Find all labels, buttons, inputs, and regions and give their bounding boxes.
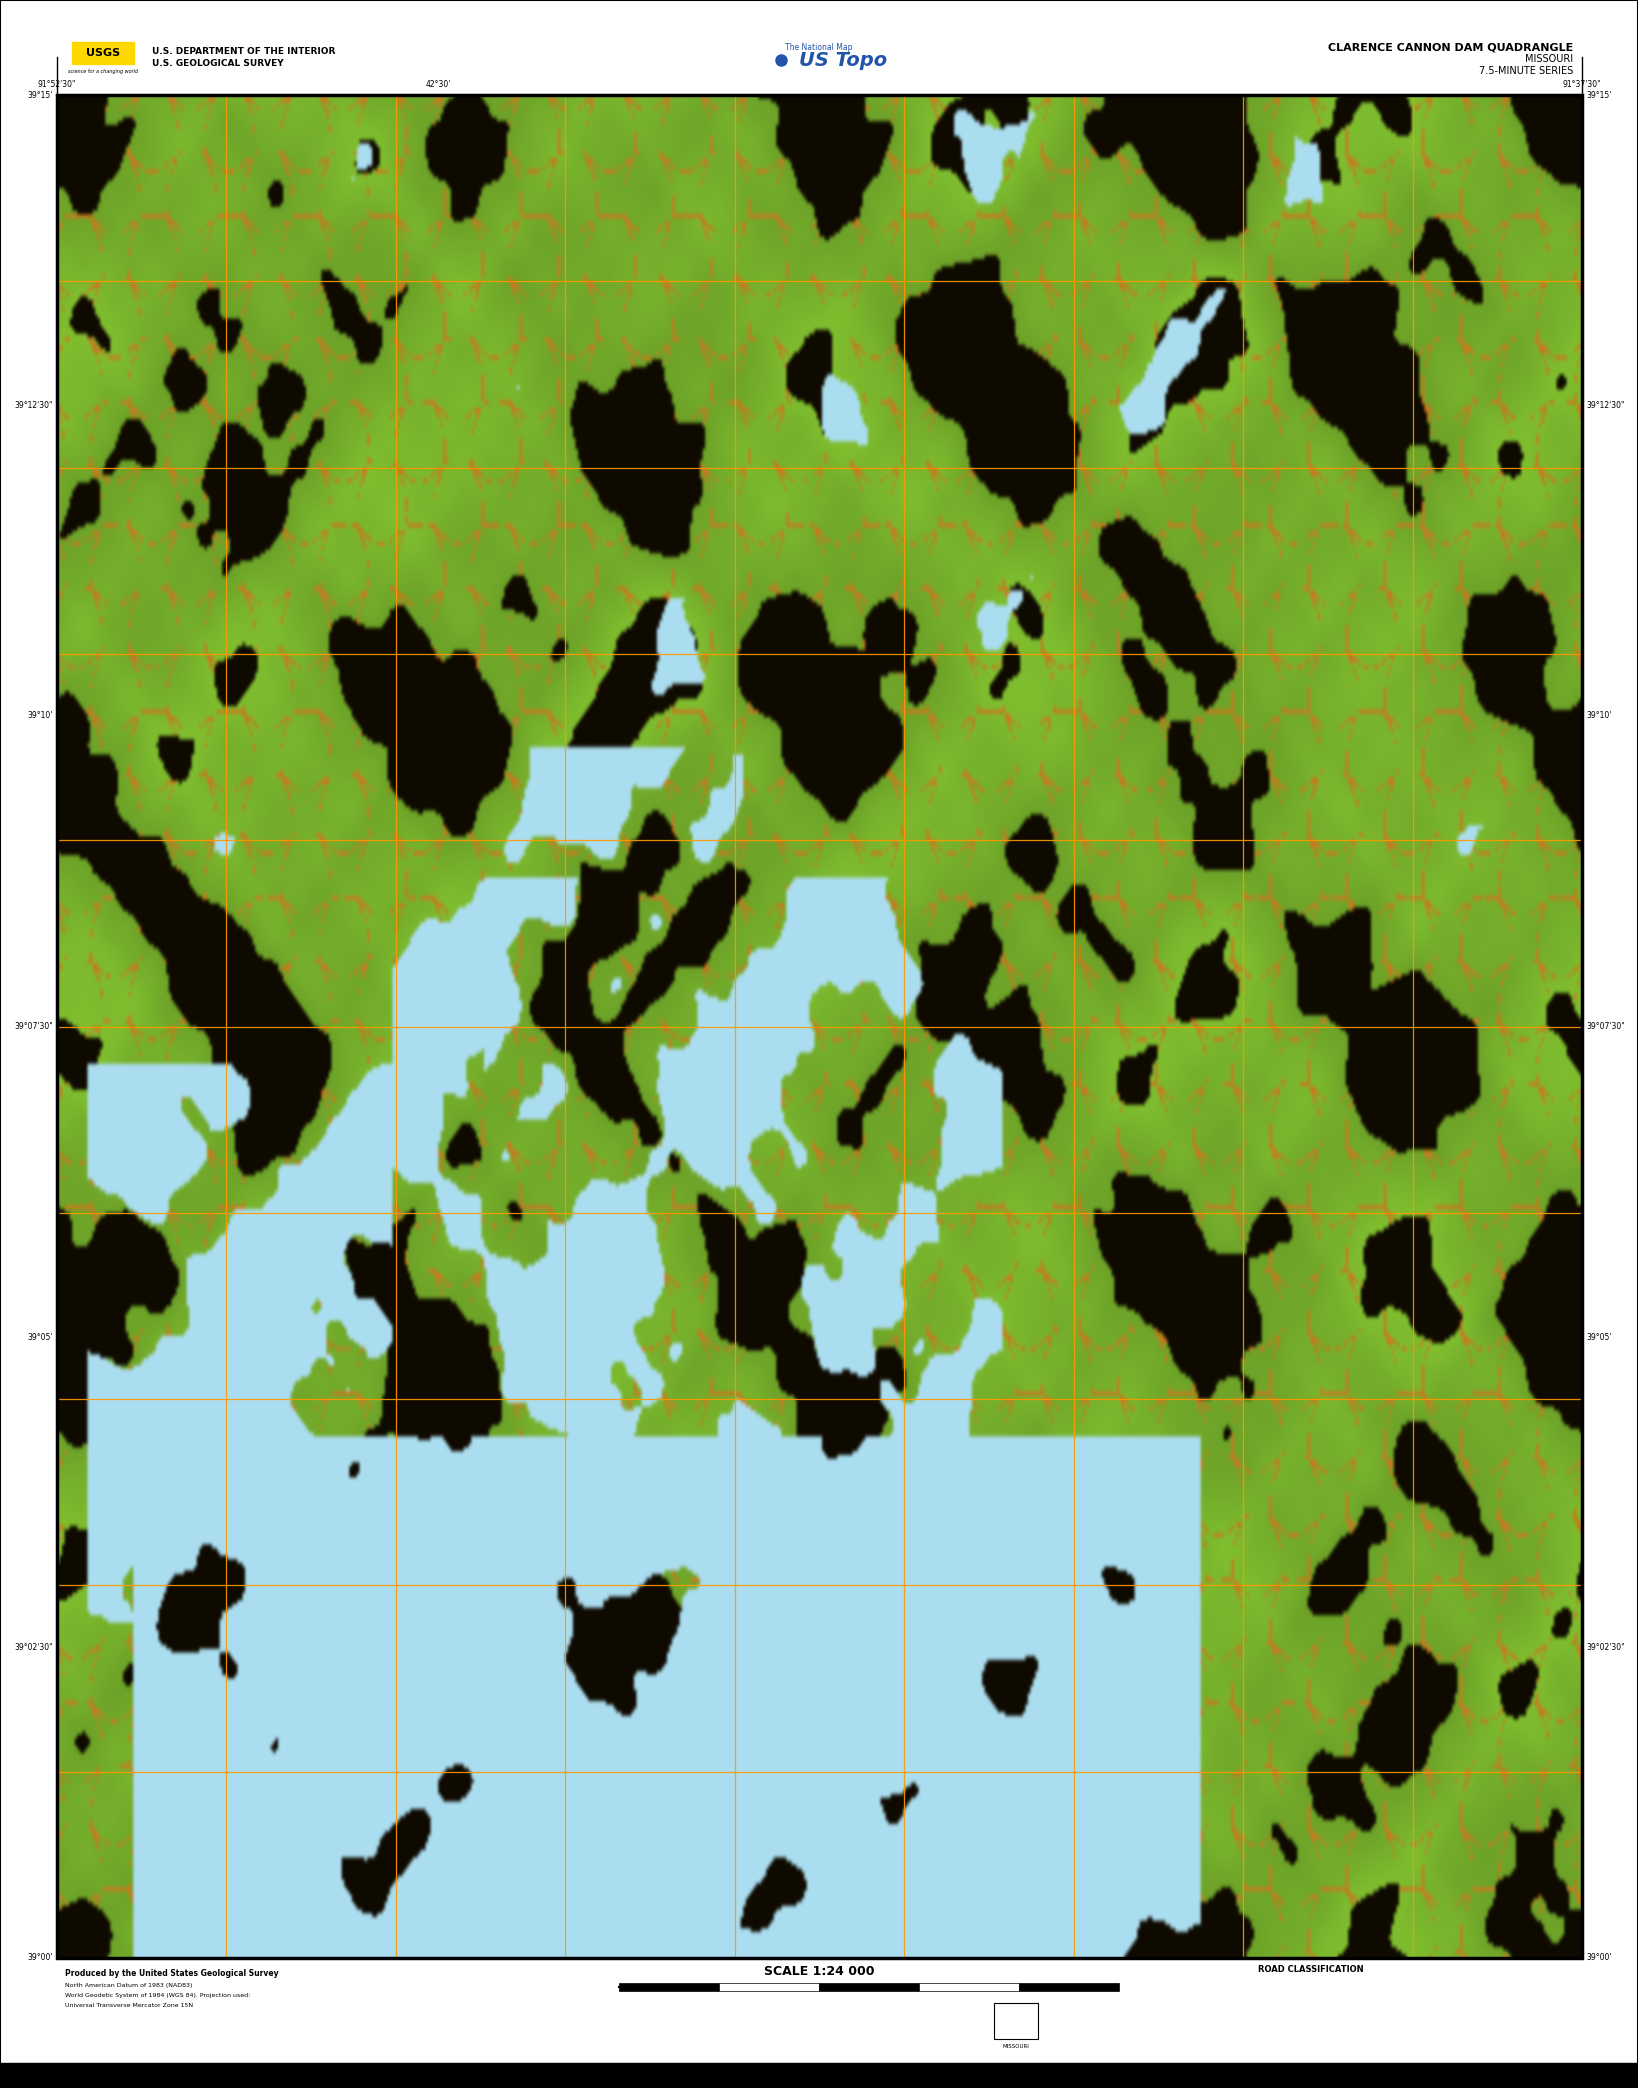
Text: 39°10': 39°10' [28, 712, 52, 720]
Bar [819, 1984, 919, 1990]
Text: 39°02'30": 39°02'30" [1586, 1643, 1625, 1652]
Bar [0, 0, 1638, 54]
Text: SCALE 1:24 000: SCALE 1:24 000 [763, 1965, 875, 1977]
Text: World Geodetic System of 1984 (WGS 84). Projection used:: World Geodetic System of 1984 (WGS 84). … [66, 1994, 251, 1998]
Text: 42°30': 42°30' [426, 79, 450, 90]
Text: 39°05': 39°05' [1586, 1332, 1612, 1340]
Bar [0, 0, 1638, 94]
Bar [994, 2002, 1037, 2040]
Text: 91°37'30": 91°37'30" [1563, 79, 1602, 90]
Bar [0, 2063, 1638, 2088]
Text: 91°52'30": 91°52'30" [38, 79, 77, 90]
Bar [619, 1984, 719, 1990]
Text: ROAD CLASSIFICATION: ROAD CLASSIFICATION [1258, 1965, 1363, 1973]
Text: CLARENCE CANNON DAM QUADRANGLE: CLARENCE CANNON DAM QUADRANGLE [1328, 42, 1572, 52]
Text: 39°02'30": 39°02'30" [15, 1643, 52, 1652]
Bar [719, 1984, 819, 1990]
Text: 39°12'30": 39°12'30" [15, 401, 52, 409]
Text: US Topo: US Topo [799, 50, 888, 69]
Text: 39°12'30": 39°12'30" [1586, 401, 1625, 409]
Text: U.S. DEPARTMENT OF THE INTERIOR: U.S. DEPARTMENT OF THE INTERIOR [152, 48, 336, 56]
Text: Universal Transverse Mercator Zone 15N: Universal Transverse Mercator Zone 15N [66, 2002, 193, 2009]
Text: 39°00': 39°00' [1586, 1954, 1612, 1963]
Text: Produced by the United States Geological Survey: Produced by the United States Geological… [66, 1969, 278, 1977]
Text: science for a changing world: science for a changing world [67, 69, 138, 75]
Bar [0, 1959, 1638, 2063]
Text: USGS: USGS [85, 48, 120, 58]
Text: U.S. GEOLOGICAL SURVEY: U.S. GEOLOGICAL SURVEY [152, 58, 283, 69]
Text: 39°05': 39°05' [28, 1332, 52, 1340]
Text: 39°15': 39°15' [28, 90, 52, 100]
Text: The National Map: The National Map [785, 44, 853, 52]
Bar [72, 42, 134, 65]
Text: 39°07'30": 39°07'30" [15, 1021, 52, 1031]
Text: 39°00': 39°00' [28, 1954, 52, 1963]
Bar [919, 1984, 1019, 1990]
Text: 39°10': 39°10' [1586, 712, 1612, 720]
Text: 39°07'30": 39°07'30" [1586, 1021, 1625, 1031]
Bar [1019, 1984, 1119, 1990]
Text: 39°15': 39°15' [1586, 90, 1612, 100]
Text: MISSOURI: MISSOURI [1525, 54, 1572, 65]
Text: 7.5-MINUTE SERIES: 7.5-MINUTE SERIES [1479, 67, 1572, 75]
Text: MISSOURI: MISSOURI [1002, 2044, 1029, 2050]
Bar [57, 94, 1582, 1959]
Text: North American Datum of 1983 (NAD83): North American Datum of 1983 (NAD83) [66, 1984, 192, 1988]
